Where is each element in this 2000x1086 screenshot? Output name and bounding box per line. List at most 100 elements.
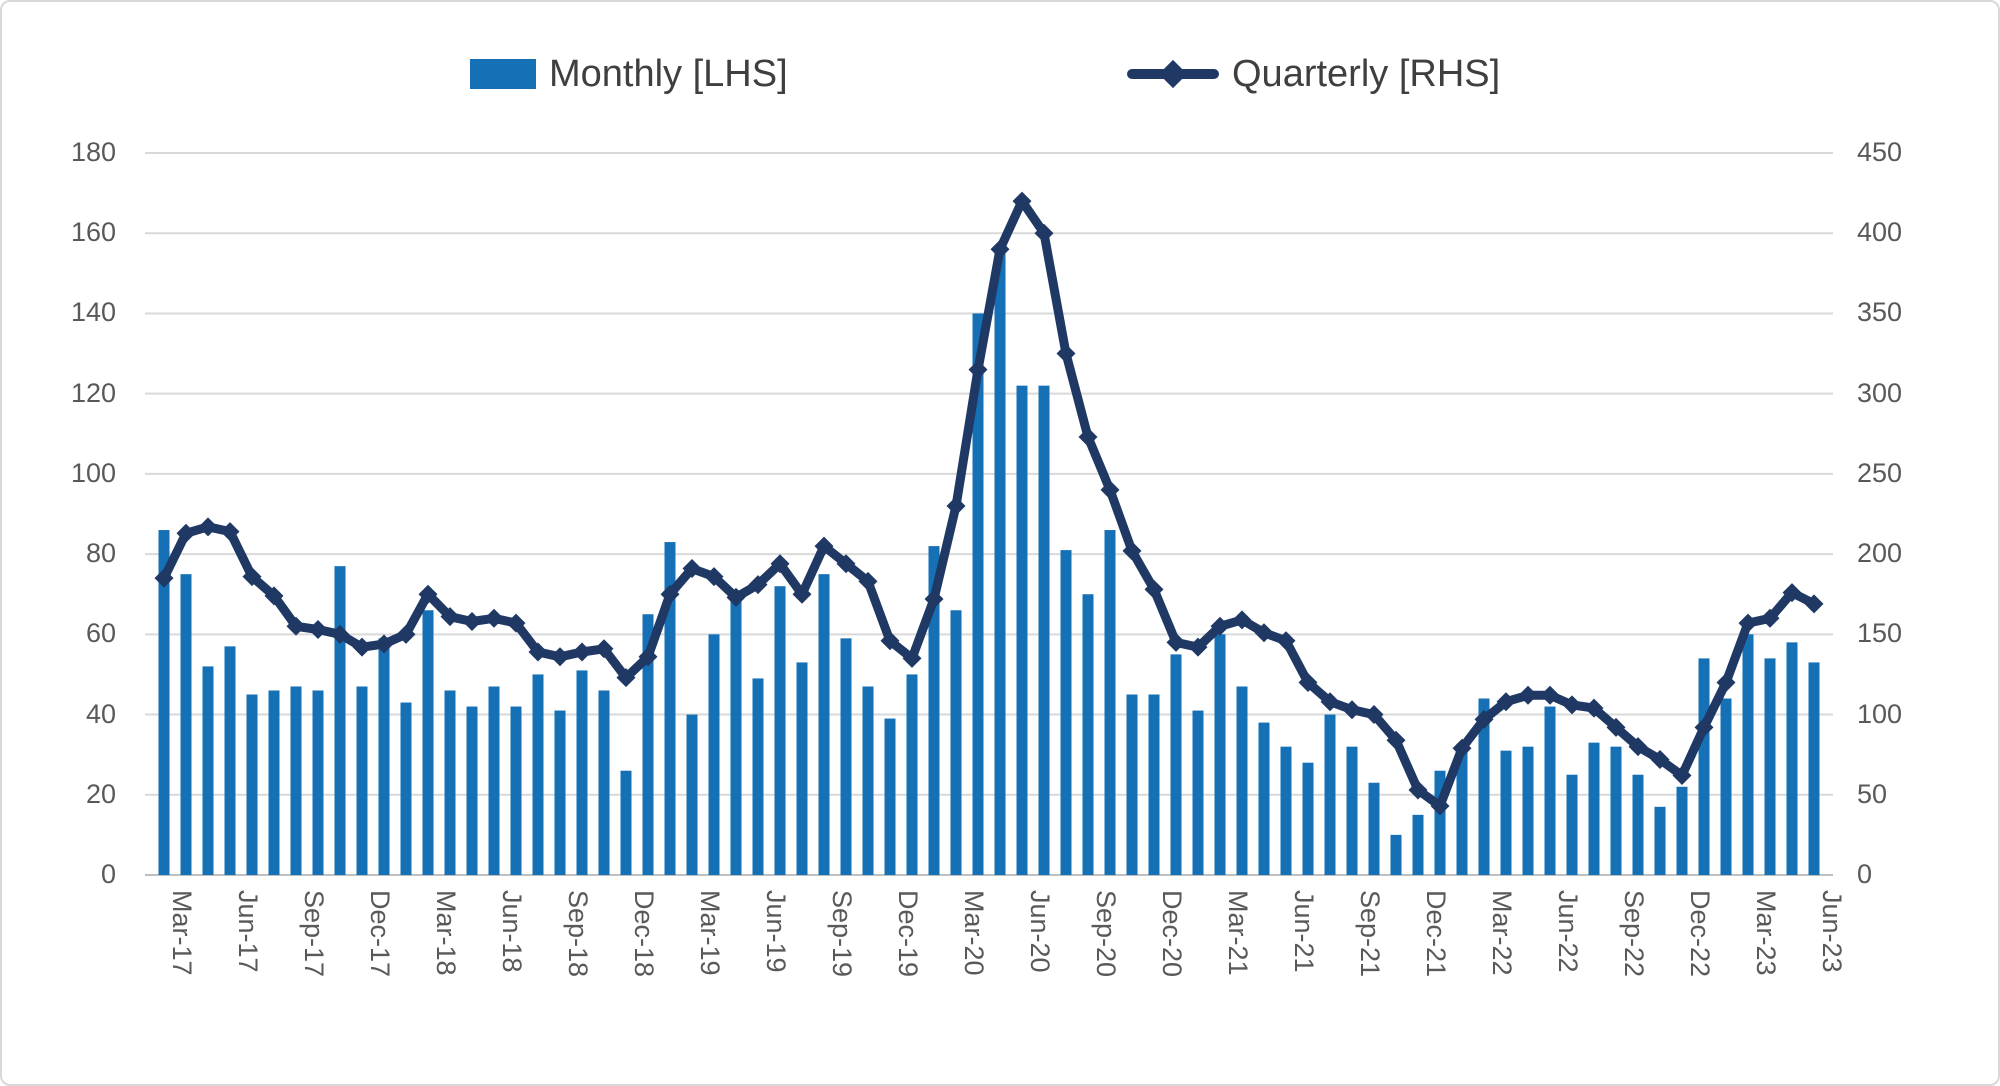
line-marker-diamond bbox=[594, 639, 614, 659]
bar bbox=[1786, 642, 1798, 875]
x-tick-label: Mar-19 bbox=[695, 890, 725, 976]
legend-item-monthly: Monthly [LHS] bbox=[470, 46, 788, 102]
line-marker-diamond bbox=[990, 239, 1010, 259]
line-marker-diamond bbox=[528, 642, 548, 662]
line-marker-diamond bbox=[1144, 579, 1164, 599]
legend-label-quarterly: Quarterly [RHS] bbox=[1232, 53, 1501, 95]
bar bbox=[1720, 698, 1732, 875]
bar bbox=[1456, 750, 1468, 875]
legend-item-quarterly: Quarterly [RHS] bbox=[1127, 46, 1500, 102]
bar bbox=[774, 586, 786, 875]
bar bbox=[444, 690, 456, 875]
bar bbox=[1698, 658, 1710, 875]
bar bbox=[1038, 385, 1050, 875]
bar bbox=[532, 674, 544, 875]
x-tick-label: Jun-17 bbox=[233, 890, 263, 973]
line-marker-diamond bbox=[1298, 672, 1318, 692]
line-marker-diamond bbox=[550, 647, 570, 667]
bar bbox=[1610, 746, 1622, 875]
x-tick-label: Jun-18 bbox=[497, 890, 527, 973]
bar bbox=[158, 530, 170, 875]
y-tick-label-left: 160 bbox=[70, 217, 116, 248]
line-marker-diamond bbox=[1012, 191, 1032, 211]
bar bbox=[422, 610, 434, 875]
line-marker-diamond bbox=[946, 496, 966, 516]
bar bbox=[796, 662, 808, 875]
bar bbox=[708, 634, 720, 875]
bar bbox=[1258, 722, 1270, 875]
x-tick-label: Sep-18 bbox=[563, 890, 593, 977]
line-marker-diamond bbox=[440, 607, 460, 627]
line-marker-diamond bbox=[1364, 705, 1384, 725]
bar bbox=[1302, 762, 1314, 875]
x-tick-label: Dec-20 bbox=[1157, 890, 1187, 977]
x-tick-label: Sep-20 bbox=[1091, 890, 1121, 977]
bar bbox=[1126, 694, 1138, 875]
x-tick-label: Mar-17 bbox=[167, 890, 197, 976]
line-marker-diamond bbox=[1386, 730, 1406, 750]
bar bbox=[1104, 530, 1116, 875]
bar bbox=[1412, 814, 1424, 875]
bar bbox=[1654, 806, 1666, 875]
line-marker-diamond bbox=[330, 624, 350, 644]
line-marker-diamond bbox=[1672, 766, 1692, 786]
bar bbox=[1192, 710, 1204, 875]
y-tick-label-left: 140 bbox=[70, 297, 116, 328]
y-tick-label-right: 350 bbox=[1857, 297, 1903, 328]
line-marker-diamond bbox=[1056, 344, 1076, 364]
bar bbox=[906, 674, 918, 875]
line-marker-diamond bbox=[1452, 738, 1472, 758]
bar bbox=[312, 690, 324, 875]
x-tick-label: Mar-18 bbox=[431, 890, 461, 976]
bar bbox=[1764, 658, 1776, 875]
y-tick-label-left: 80 bbox=[85, 538, 116, 569]
line-marker-diamond bbox=[484, 608, 504, 628]
y-tick-label-left: 0 bbox=[100, 859, 116, 889]
line-marker-diamond bbox=[1166, 632, 1186, 652]
bar bbox=[1522, 746, 1534, 875]
x-tick-label: Jun-19 bbox=[761, 890, 791, 973]
line-marker-diamond bbox=[1628, 737, 1648, 757]
bar bbox=[1544, 706, 1556, 875]
line-marker-diamond bbox=[1188, 637, 1208, 657]
line-marker-diamond bbox=[1562, 695, 1582, 715]
line-marker-diamond bbox=[1650, 749, 1670, 769]
x-tick-label: Mar-20 bbox=[959, 890, 989, 976]
bar bbox=[202, 666, 214, 875]
line-marker-diamond bbox=[418, 584, 438, 604]
bar bbox=[1324, 714, 1336, 875]
line-marker-diamond bbox=[1584, 698, 1604, 718]
y-tick-label-right: 200 bbox=[1857, 538, 1903, 569]
bar bbox=[1368, 782, 1380, 875]
y-tick-label-right: 300 bbox=[1857, 377, 1903, 408]
line-marker-diamond bbox=[1540, 685, 1560, 705]
y-tick-label-right: 0 bbox=[1857, 859, 1873, 889]
line-marker-diamond bbox=[506, 613, 526, 633]
x-tick-label: Mar-23 bbox=[1751, 890, 1781, 976]
bar bbox=[1390, 834, 1402, 875]
line-marker-diamond bbox=[1496, 692, 1516, 712]
bar bbox=[268, 690, 280, 875]
bar bbox=[950, 610, 962, 875]
x-tick-label: Sep-22 bbox=[1619, 890, 1649, 977]
line-marker-diamond bbox=[748, 575, 768, 595]
x-tick-label: Dec-17 bbox=[365, 890, 395, 977]
x-tick-label: Jun-20 bbox=[1025, 890, 1055, 973]
line-marker-diamond bbox=[374, 634, 394, 654]
bar bbox=[598, 690, 610, 875]
line-marker-diamond bbox=[264, 586, 284, 606]
line-marker-diamond bbox=[198, 517, 218, 537]
bar bbox=[972, 313, 984, 875]
bar bbox=[554, 710, 566, 875]
line-marker-diamond bbox=[682, 559, 702, 579]
y-tick-label-left: 100 bbox=[70, 457, 116, 488]
x-tick-label: Dec-19 bbox=[893, 890, 923, 977]
bar bbox=[1566, 774, 1578, 875]
bar bbox=[246, 694, 258, 875]
x-tick-label: Sep-19 bbox=[827, 890, 857, 977]
bar bbox=[466, 706, 478, 875]
bar bbox=[1808, 662, 1820, 875]
y-tick-label-right: 450 bbox=[1857, 137, 1903, 167]
bar bbox=[818, 574, 830, 875]
